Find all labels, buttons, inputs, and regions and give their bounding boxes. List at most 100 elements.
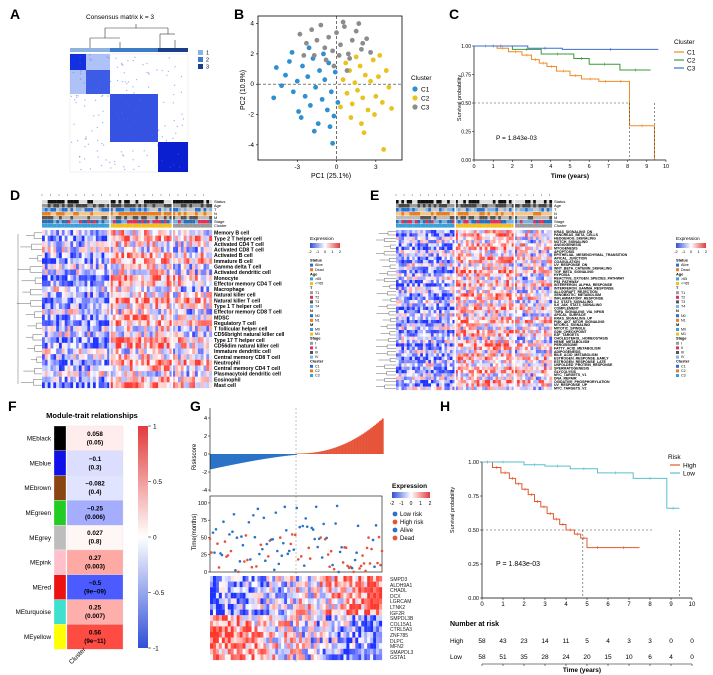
heatmap-cell <box>487 283 491 287</box>
annotation-cell <box>468 224 472 228</box>
heatmap-cell <box>59 376 62 383</box>
heatmap-cell <box>81 297 85 304</box>
heatmap-cell <box>152 371 156 377</box>
heatmap-cell <box>463 303 467 307</box>
annotation-cell <box>175 200 179 204</box>
heatmap-cell <box>468 330 472 334</box>
heatmap-cell <box>508 253 512 257</box>
annotation-cell <box>495 200 499 204</box>
heatmap-cell <box>546 283 550 287</box>
annotation-cell <box>422 208 426 212</box>
heatmap-cell <box>465 303 469 307</box>
heatmap-cell <box>420 243 423 247</box>
annotation-track-label: Cluster <box>214 223 227 228</box>
heatmap-cell <box>132 275 136 281</box>
heatmap-cell <box>417 240 421 244</box>
heatmap-cell <box>186 359 190 366</box>
heatmap-cell <box>409 303 413 307</box>
heatmap-cell <box>500 273 504 277</box>
heatmap-legend-swatch <box>310 346 313 350</box>
heatmap-cell <box>527 260 531 264</box>
consensus-speckle <box>127 135 129 137</box>
heatmap-cell <box>118 382 122 389</box>
heatmap-cell <box>457 230 461 234</box>
annotation-cell <box>404 204 407 208</box>
heatmap-cell <box>508 310 512 314</box>
heatmap-cell <box>449 296 453 301</box>
heatmap-cell <box>87 354 91 360</box>
heatmap-cell <box>149 303 153 310</box>
heatmap-cell <box>530 300 534 304</box>
heatmap-cell <box>487 296 491 301</box>
annotation-cell <box>78 208 82 212</box>
heatmap-cell <box>546 290 550 294</box>
heatmap-cell <box>206 246 210 253</box>
heatmap-cell <box>189 230 193 236</box>
heatmap-cell <box>474 290 477 294</box>
heatmap-cell <box>178 320 181 327</box>
annotation-cell <box>81 224 85 228</box>
heatmap-cell <box>95 235 99 242</box>
heatmap-cell <box>425 306 429 311</box>
annotation-cell <box>203 212 207 216</box>
heatmap-cell <box>420 276 423 281</box>
annotation-cell <box>474 208 477 212</box>
annotation-cell <box>490 208 493 212</box>
annotation-cell <box>61 208 65 212</box>
heatmap-cell <box>525 270 528 274</box>
heatmap-cell <box>104 365 108 372</box>
heatmap-cell <box>425 253 429 257</box>
heatmap-cell <box>535 250 539 254</box>
heatmap-cell <box>101 286 105 293</box>
heatmap-cell <box>163 325 167 332</box>
heatmap-cell <box>439 256 442 261</box>
consensus-speckle <box>77 95 79 97</box>
heatmap-cell <box>90 314 94 321</box>
heatmap-cell <box>460 233 464 237</box>
annotation-cell <box>44 216 48 220</box>
heatmap-cell <box>422 320 426 324</box>
heatmap-cell <box>522 246 526 251</box>
heatmap-cell <box>398 260 402 264</box>
consensus-speckle <box>109 161 111 164</box>
heatmap-cell <box>522 306 526 311</box>
heatmap-cell <box>487 286 491 291</box>
consensus-speckle <box>147 86 150 88</box>
heatmap-cell <box>449 250 453 254</box>
heatmap-cell <box>180 376 184 383</box>
heatmap-cell <box>546 330 550 334</box>
heatmap-cell <box>138 376 142 383</box>
heatmap-cell <box>203 303 207 310</box>
heatmap-cell <box>158 365 162 372</box>
heatmap-cell <box>495 243 499 247</box>
annotation-cell <box>417 212 421 216</box>
heatmap-cell <box>124 252 128 259</box>
heatmap-cell <box>457 256 461 261</box>
heatmap-cell <box>127 263 130 270</box>
heatmap-cell <box>535 286 539 291</box>
heatmap-cell <box>104 342 108 349</box>
heatmap-cell <box>158 348 162 355</box>
heatmap-cell <box>428 230 432 234</box>
heatmap-cell <box>441 323 445 327</box>
heatmap-cell <box>110 376 113 383</box>
consensus-speckle <box>87 143 90 145</box>
heatmap-cell <box>543 243 547 247</box>
annotation-cell <box>101 204 105 208</box>
heatmap-cell <box>430 320 434 324</box>
heatmap-cell <box>56 280 60 287</box>
heatmap-cell <box>406 260 410 264</box>
heatmap-cell <box>155 263 159 270</box>
heatmap-cell <box>535 306 539 311</box>
annotation-cell <box>90 204 94 208</box>
heatmap-cell <box>404 246 407 251</box>
heatmap-cell <box>543 276 547 281</box>
heatmap-cell <box>455 313 458 317</box>
annotation-cell <box>498 200 501 204</box>
heatmap-cell <box>449 330 453 334</box>
heatmap-cell <box>115 342 119 349</box>
annotation-cell <box>149 200 153 204</box>
consensus-speckle <box>79 72 82 75</box>
annotation-cell <box>535 224 539 228</box>
heatmap-cell <box>476 246 480 251</box>
